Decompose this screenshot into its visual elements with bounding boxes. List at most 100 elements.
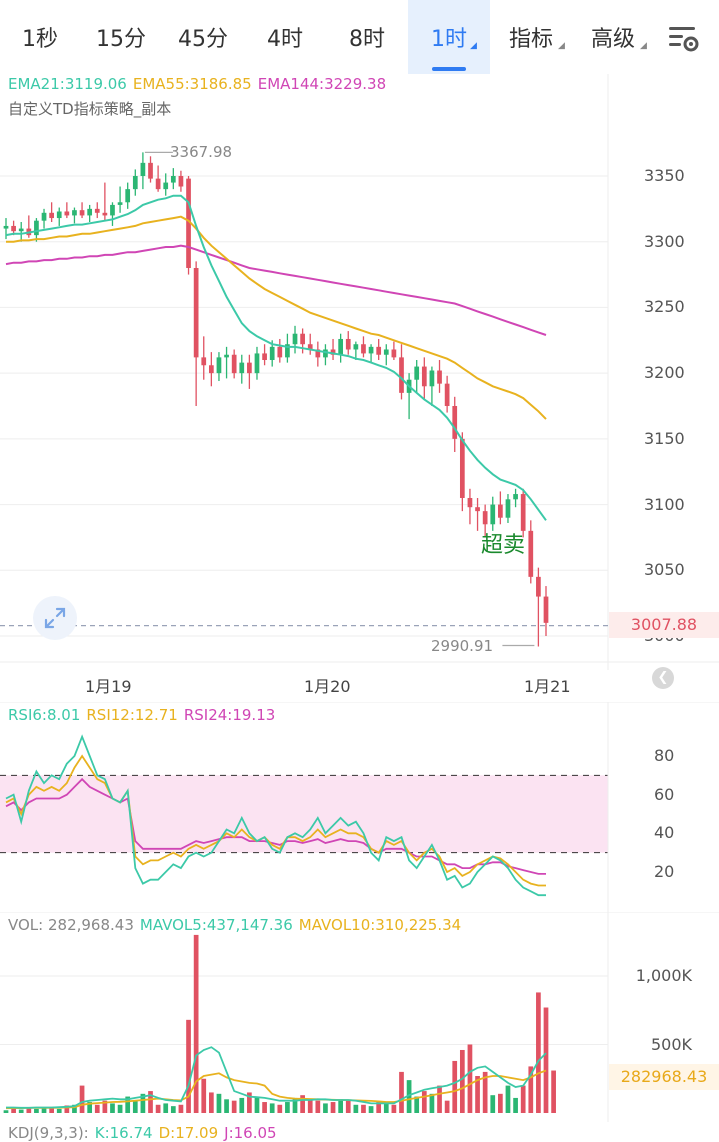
expand-icon (44, 607, 66, 629)
candle-body (216, 357, 222, 374)
candle-body (498, 504, 503, 518)
candlestick-chart[interactable] (0, 74, 719, 704)
tab-45m[interactable]: 45分 (162, 0, 244, 74)
volume-bar (383, 1103, 389, 1113)
volume-bar (437, 1085, 442, 1113)
fullscreen-button[interactable] (33, 596, 77, 640)
volume-bar (513, 1097, 518, 1113)
volume-bar (193, 934, 199, 1113)
k-value: K:16.74 (94, 1124, 153, 1142)
volume-bar (94, 1104, 100, 1113)
candle-body (543, 596, 549, 623)
volume-bar (543, 1007, 549, 1113)
tab-8h[interactable]: 8时 (326, 0, 408, 74)
candle-body (323, 349, 328, 358)
ema21-line (5, 194, 547, 521)
volume-bar (208, 1092, 214, 1113)
candle-body (307, 344, 313, 350)
candle-body (391, 349, 397, 358)
volume-bar (459, 1049, 465, 1113)
volume-bar (239, 1097, 245, 1113)
candle-body (94, 208, 100, 213)
volume-bar (399, 1071, 404, 1113)
volume-bar (102, 1100, 108, 1113)
candle-body (528, 530, 534, 577)
volume-bar (247, 1092, 252, 1113)
tab-label: 高级 (590, 27, 635, 52)
volume-bar (3, 1110, 9, 1113)
volume-bar (444, 1100, 450, 1113)
rsi-chart[interactable] (0, 702, 719, 912)
ema55-line (6, 215, 547, 420)
volume-bar (307, 1099, 313, 1113)
volume-bar (368, 1106, 374, 1113)
volume-bar (323, 1103, 328, 1113)
tab-indicators[interactable]: 指标 ◢ (490, 0, 572, 74)
ema144-line (5, 244, 547, 336)
candle-body (155, 178, 161, 190)
volume-bar (520, 1085, 526, 1113)
price-axis-label: 3300 (644, 231, 685, 251)
volume-bar (11, 1108, 16, 1113)
volume-bar (292, 1097, 298, 1113)
scroll-to-latest-button[interactable]: ❮ (652, 667, 674, 689)
high-price-label: 3367.98 (170, 143, 233, 161)
kdj-legend: KDJ(9,3,3): K:16.74 D:17.09 J:16.05 (8, 1124, 283, 1142)
volume-bar (26, 1107, 32, 1113)
candle-body (520, 494, 526, 531)
tab-label: 4时 (267, 27, 303, 52)
tab-label: 45分 (178, 27, 228, 52)
candle-body (300, 333, 305, 345)
rsi6-line (5, 734, 546, 897)
volume-bar (140, 1093, 146, 1113)
volume-bar (315, 1100, 321, 1113)
volume-chart[interactable] (0, 912, 719, 1122)
candle-body (125, 189, 131, 203)
candle-body (56, 211, 62, 219)
volume-bar (285, 1102, 290, 1113)
tab-1s[interactable]: 1秒 (0, 0, 80, 74)
volume-bar (79, 1085, 85, 1113)
mavol5-line (6, 1046, 547, 1109)
candle-body (186, 178, 191, 268)
volume-bar (482, 1071, 488, 1113)
volume-bar (414, 1096, 420, 1113)
volume-bar (34, 1108, 39, 1113)
candle-body (64, 211, 70, 216)
candle-body (72, 210, 77, 216)
price-axis-label: 3150 (644, 428, 685, 448)
tab-1h[interactable]: 1时 ◢ (408, 0, 490, 74)
candle-body (41, 212, 47, 221)
ema144-value: EMA144:3229.38 (257, 75, 387, 93)
rsi12-value: RSI12:12.71 (86, 706, 178, 724)
tab-label: 1秒 (22, 27, 58, 52)
volume-bar (72, 1104, 77, 1113)
rsi12-line (5, 754, 546, 887)
volume-bar (64, 1105, 70, 1113)
volume-bar (231, 1100, 237, 1113)
volume-axis-label: 500K (650, 1034, 692, 1054)
chart-settings-icon[interactable] (666, 22, 702, 58)
volume-bar (429, 1093, 435, 1113)
volume-bar (155, 1104, 161, 1113)
volume-bar (467, 1044, 473, 1113)
volume-bar (18, 1109, 24, 1113)
volume-bar (353, 1104, 359, 1113)
tab-advanced[interactable]: 高级 ◢ (572, 0, 654, 74)
tab-label: 指标 (508, 27, 553, 52)
candle-body (247, 362, 252, 374)
candle-body (178, 176, 184, 187)
volume-bar (338, 1099, 344, 1113)
rsi24-value: RSI24:19.13 (183, 706, 276, 724)
rsi-legend: RSI6:8.01 RSI12:12.71 RSI24:19.13 (8, 706, 281, 724)
tab-15m[interactable]: 15分 (80, 0, 162, 74)
kdj-params: KDJ(9,3,3): (8, 1124, 89, 1142)
candle-body (163, 182, 169, 190)
tab-4h[interactable]: 4时 (244, 0, 326, 74)
tab-label: 1时 (431, 27, 467, 52)
ema-legend: EMA21:3119.06 EMA55:3186.85 EMA144:3229.38 (8, 75, 392, 93)
rsi6-value: RSI6:8.01 (8, 706, 81, 724)
candle-body (345, 338, 351, 350)
volume-bar (551, 1070, 556, 1113)
volume-bar (361, 1104, 366, 1113)
